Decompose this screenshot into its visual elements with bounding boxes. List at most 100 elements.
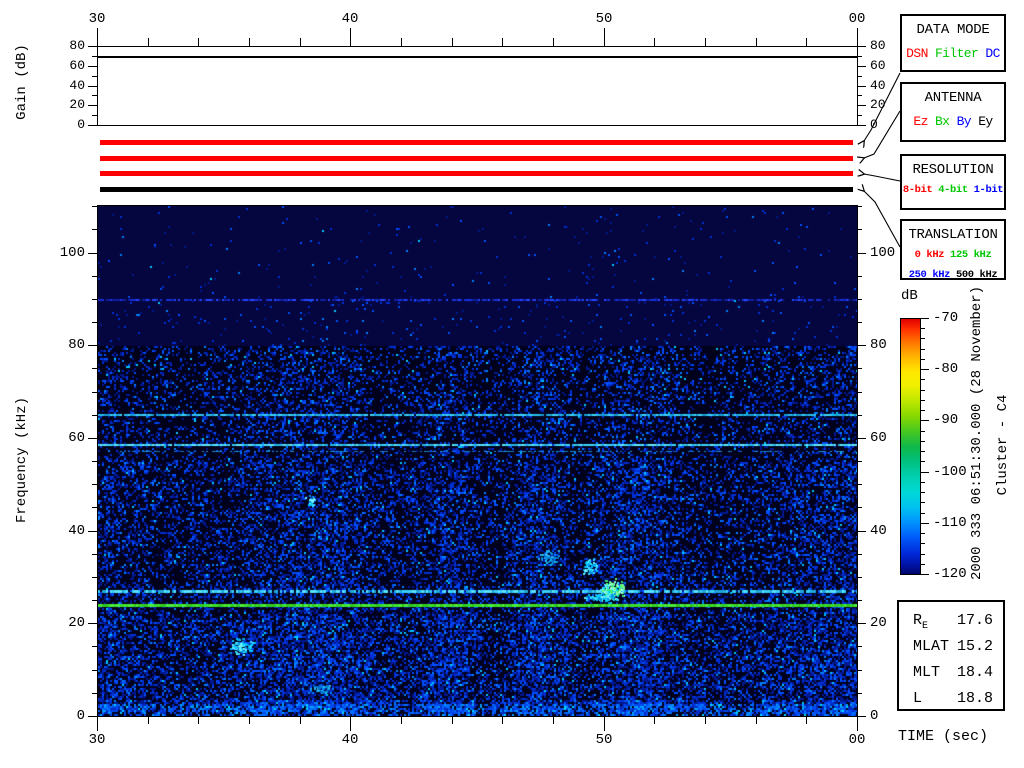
- freq-minor-tick-left: [92, 600, 97, 601]
- freq-tick-label-left: 80: [68, 337, 85, 353]
- gain-tick-label-left: 0: [77, 117, 85, 132]
- gain-tick-label-right: 40: [870, 78, 886, 93]
- antenna-value-by: By: [956, 114, 972, 129]
- time-major-tick-bottom: [97, 717, 98, 731]
- gain-tick-label-left: 80: [69, 38, 85, 53]
- data-mode-value-filter: Filter: [934, 46, 979, 61]
- gain-minor-tick-right: [857, 76, 862, 77]
- gain-minor-tick-left: [92, 115, 97, 116]
- time-major-tick-top: [350, 28, 351, 46]
- gain-minor-tick-left: [92, 56, 97, 57]
- resolution-value-4-bit: 4-bit: [938, 184, 968, 196]
- time-minor-tick-bottom: [553, 717, 554, 724]
- antenna-panel-title: ANTENNA: [924, 90, 982, 106]
- freq-minor-tick-left: [92, 206, 97, 207]
- gain-axis-label: Gain (dB): [14, 44, 30, 120]
- time-minor-tick-top: [300, 38, 301, 46]
- colorbar-minor-tick: [921, 390, 925, 391]
- freq-major-tick-right: [857, 438, 866, 439]
- time-major-tick-bottom: [604, 717, 605, 731]
- gain-major-tick-right: [857, 105, 866, 106]
- freq-minor-tick-left: [92, 554, 97, 555]
- freq-minor-tick-right: [857, 276, 862, 277]
- freq-minor-tick-right: [857, 600, 862, 601]
- freq-major-tick-left: [88, 253, 97, 254]
- freq-major-tick-right: [857, 345, 866, 346]
- spectrogram-frame: [97, 205, 858, 717]
- freq-minor-tick-left: [92, 276, 97, 277]
- time-minor-tick-top: [502, 38, 503, 46]
- antenna-panel: ANTENNA Ez Bx By Ey: [900, 82, 1006, 142]
- colorbar-minor-tick: [921, 359, 925, 360]
- freq-minor-tick-left: [92, 484, 97, 485]
- colorbar-minor-tick: [921, 502, 925, 503]
- time-minor-tick-bottom: [654, 717, 655, 724]
- gain-tick-label-left: 40: [69, 78, 85, 93]
- translation-panel-values: 250 kHz 500 kHz: [902, 268, 1004, 282]
- freq-tick-label-right: 20: [870, 615, 887, 631]
- freq-minor-tick-right: [857, 229, 862, 230]
- colorbar-minor-tick: [921, 513, 925, 514]
- ephemeris-table: RE 17.6 MLAT 15.2 MLT 18.4 L 18.8: [897, 600, 1005, 711]
- ephemeris-value: 17.6: [956, 612, 993, 629]
- freq-minor-tick-left: [92, 229, 97, 230]
- freq-minor-tick-left: [92, 670, 97, 671]
- spacecraft-label: Cluster - C4: [995, 394, 1011, 496]
- freq-minor-tick-right: [857, 322, 862, 323]
- freq-minor-tick-right: [857, 415, 862, 416]
- gain-minor-tick-left: [92, 76, 97, 77]
- translation-value-500-khz: 500 kHz: [955, 269, 998, 281]
- freq-minor-tick-right: [857, 484, 862, 485]
- ephemeris-row: L 18.8: [899, 686, 1003, 712]
- colorbar-minor-tick: [921, 400, 925, 401]
- gain-major-tick-left: [88, 86, 97, 87]
- freq-minor-tick-right: [857, 507, 862, 508]
- colorbar-minor-tick: [921, 338, 925, 339]
- freq-minor-tick-right: [857, 368, 862, 369]
- freq-tick-label-right: 0: [870, 708, 879, 724]
- freq-major-tick-left: [88, 438, 97, 439]
- gain-tick-label-right: 80: [870, 38, 886, 53]
- colorbar-major-tick: [921, 369, 929, 370]
- gain-minor-tick-right: [857, 95, 862, 96]
- gain-tick-label-right: 20: [870, 97, 886, 112]
- colorbar-minor-tick: [921, 431, 925, 432]
- antenna-bar: [100, 156, 853, 161]
- gain-level-line: [98, 56, 857, 58]
- freq-minor-tick-left: [92, 322, 97, 323]
- time-minor-tick-bottom: [452, 717, 453, 724]
- colorbar-minor-tick: [921, 554, 925, 555]
- time-major-tick-bottom: [857, 717, 858, 731]
- colorbar-tick-label: -120: [933, 566, 967, 582]
- colorbar-minor-tick: [921, 451, 925, 452]
- time-major-tick-top: [604, 28, 605, 46]
- gain-major-tick-left: [88, 125, 97, 126]
- resolution-panel-title: RESOLUTION: [912, 162, 994, 178]
- colorbar-major-tick: [921, 420, 929, 421]
- translation-value-250-khz: 250 kHz: [908, 269, 951, 281]
- colorbar-minor-tick: [921, 533, 925, 534]
- time-tick-label-bottom: 40: [341, 732, 359, 748]
- gain-major-tick-left: [88, 105, 97, 106]
- gain-plot-frame: [97, 46, 858, 126]
- time-minor-tick-bottom: [401, 717, 402, 724]
- colorbar-minor-tick: [921, 379, 925, 380]
- ephemeris-value: 18.8: [956, 690, 993, 707]
- data-mode-panel-title: DATA MODE: [916, 22, 990, 38]
- time-minor-tick-bottom: [806, 717, 807, 724]
- freq-major-tick-left: [88, 623, 97, 624]
- freq-minor-tick-left: [92, 368, 97, 369]
- time-tick-label-top: 50: [595, 11, 613, 27]
- time-tick-label-bottom: 00: [848, 732, 866, 748]
- freq-major-tick-right: [857, 623, 866, 624]
- freq-minor-tick-right: [857, 461, 862, 462]
- colorbar-minor-tick: [921, 328, 925, 329]
- colorbar-unit-label: dB: [901, 288, 918, 304]
- ephemeris-label: MLAT: [913, 638, 950, 655]
- colorbar-minor-tick: [921, 564, 925, 565]
- freq-minor-tick-left: [92, 577, 97, 578]
- colorbar: [900, 318, 921, 575]
- time-minor-tick-top: [148, 38, 149, 46]
- colorbar-major-tick: [921, 523, 929, 524]
